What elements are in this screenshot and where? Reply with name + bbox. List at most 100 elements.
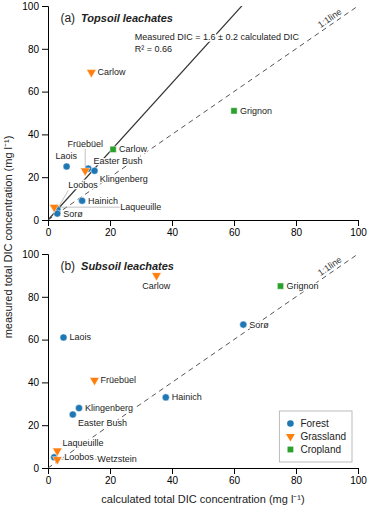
chart-container: 020406080100020406080100(a)Topsoil leach… (0, 0, 370, 512)
series (277, 283, 283, 289)
panel: 020406080100020406080100(b)Subsoil leach… (22, 249, 367, 486)
tick-mark (358, 220, 359, 226)
point (162, 394, 169, 401)
label-leader (59, 190, 68, 206)
point (240, 321, 247, 328)
point-label: Carlow (142, 281, 171, 291)
y-axis: 020406080100 (22, 1, 48, 226)
panel-label: (b) (60, 259, 75, 273)
tick-mark (42, 340, 48, 341)
tick-mark (42, 177, 48, 178)
tick: 100 (22, 249, 48, 260)
tick-label: 60 (229, 475, 241, 486)
point (52, 457, 62, 465)
one-to-one-label: 1:1line (316, 255, 344, 278)
regression-line (48, 6, 358, 220)
tick-label: 20 (28, 420, 40, 431)
annotation: Measured DIC = 1.6 ± 0.2 calculated DIC (135, 32, 300, 42)
point (152, 273, 162, 281)
tick: 40 (167, 220, 179, 238)
point (52, 448, 62, 456)
point (79, 197, 86, 204)
axis-line (49, 221, 359, 227)
point-label: Loobos (64, 452, 94, 462)
tick-mark (358, 468, 359, 474)
one-to-one-line (48, 254, 358, 468)
tick: 60 (28, 334, 48, 345)
tick: 0 (33, 463, 48, 474)
tick-mark (110, 220, 111, 226)
point-label: Hainich (172, 392, 202, 402)
tick-mark (42, 6, 48, 7)
tick-label: 80 (28, 292, 40, 303)
tick-label: 40 (28, 377, 40, 388)
tick-label: 0 (33, 215, 39, 226)
tick: 20 (28, 420, 48, 431)
tick: 100 (22, 1, 48, 12)
legend-label: Grassland (300, 431, 346, 442)
tick-mark (110, 468, 111, 474)
legend-label: Cropland (300, 444, 341, 455)
tick-label: 0 (46, 475, 52, 486)
point (87, 70, 97, 78)
point-label: Sorø (249, 320, 269, 330)
point-label: Früebüel (67, 139, 103, 149)
tick-mark (42, 92, 48, 93)
tick-label: 60 (229, 227, 241, 238)
tick: 20 (28, 172, 48, 183)
point-labels: Loobos Sorø Laois Hainich Easter Bush Klingen… (56, 67, 319, 464)
tick: 0 (46, 220, 52, 238)
tick-mark (42, 49, 48, 50)
point (75, 405, 82, 412)
legend-symbol (286, 434, 295, 442)
tick-mark (172, 468, 173, 474)
tick: 80 (291, 220, 303, 238)
x-axis: 0 20 40 60 80 100 (46, 220, 368, 238)
tick-mark (42, 425, 48, 426)
point (277, 283, 283, 289)
tick: 80 (291, 468, 303, 486)
tick: 60 (229, 220, 241, 238)
annotation: R² = 0.66 (135, 44, 172, 54)
point-label: Carlow (119, 144, 148, 154)
panel-texts: (b) Subsoil leachates 1:1line Forest Grassla… (60, 255, 352, 462)
tick: 80 (28, 292, 48, 303)
tick-label: 100 (22, 249, 39, 260)
one-to-one-label: 1:1line (316, 7, 344, 30)
tick: 60 (28, 86, 48, 97)
title: Subsoil leachates (81, 260, 174, 272)
point-label: Loobos (68, 180, 98, 190)
point-label: Klingenberg (85, 403, 133, 413)
point-label: Hainich (88, 196, 118, 206)
panel-texts: (a)Topsoil leachates1:1lineMeasured DIC … (60, 7, 343, 54)
point (231, 108, 237, 114)
point-label: Easter Bush (78, 418, 127, 428)
point (80, 168, 90, 176)
tick: 0 (33, 215, 48, 226)
point (69, 411, 76, 418)
point-label: Laois (56, 151, 78, 161)
tick-label: 100 (350, 227, 367, 238)
tick-label: 20 (28, 172, 40, 183)
axis-line (42, 255, 49, 469)
legend-symbol (288, 447, 294, 453)
legend-label: Forest (300, 418, 329, 429)
legend-box (279, 411, 352, 462)
chart-svg: 020406080100020406080100(a)Topsoil leach… (0, 0, 370, 512)
tick-mark (296, 220, 297, 226)
tick-label: 100 (350, 475, 367, 486)
tick-label: 80 (28, 44, 40, 55)
tick-label: 20 (105, 227, 117, 238)
title: Topsoil leachates (81, 12, 173, 24)
tick-label: 100 (22, 1, 39, 12)
point-label: Grignon (240, 106, 272, 116)
tick-label: 0 (33, 463, 39, 474)
tick: 40 (28, 377, 48, 388)
y-axis: 0 20 40 60 80 100 (22, 249, 48, 474)
point (60, 334, 67, 341)
plot-area (48, 254, 358, 468)
label-leader (85, 149, 86, 167)
tick-label: 0 (46, 227, 52, 238)
tick: 20 (105, 220, 117, 238)
tick: 100 (350, 220, 367, 238)
